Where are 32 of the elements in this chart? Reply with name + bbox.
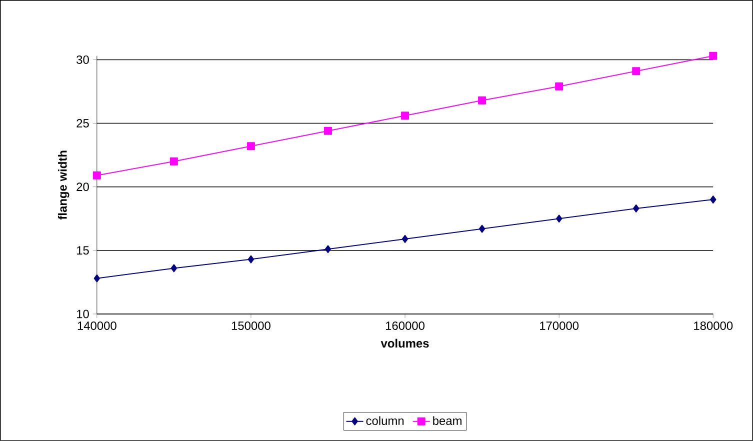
x-axis-title: volumes: [380, 338, 429, 348]
y-tick-label: 15: [76, 246, 89, 255]
legend-label: column: [366, 416, 404, 426]
point: [555, 82, 564, 90]
y-tick-label: 25: [76, 119, 89, 128]
point: [402, 235, 408, 244]
y-axis-title: flange width: [58, 150, 70, 220]
point: [170, 157, 178, 166]
x-tick-label: 150000: [232, 322, 270, 330]
x-tick-label: 160000: [386, 322, 424, 330]
point: [478, 96, 486, 104]
point: [248, 255, 254, 264]
point: [324, 126, 332, 135]
point: [246, 142, 255, 150]
point: [710, 196, 716, 204]
point: [478, 224, 486, 233]
point: [632, 204, 640, 212]
point: [92, 171, 101, 180]
point: [401, 112, 410, 120]
x-tick-label: 140000: [78, 322, 116, 330]
point: [170, 264, 178, 272]
x-tick-label: 180000: [694, 322, 733, 330]
point: [324, 245, 332, 254]
point: [94, 274, 100, 282]
y-tick-label: 10: [76, 310, 89, 318]
point: [632, 67, 640, 76]
point: [709, 52, 718, 60]
y-tick-label: 20: [76, 182, 89, 192]
point: [556, 214, 562, 223]
x-tick-label: 170000: [540, 322, 579, 330]
legend-label: beam: [433, 416, 462, 426]
y-tick-label: 30: [76, 56, 89, 64]
